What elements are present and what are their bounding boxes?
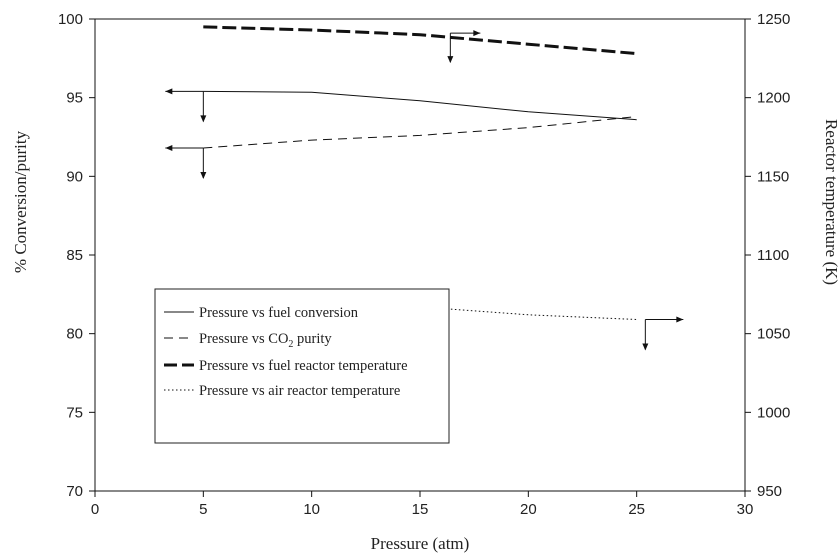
y2-tick-label: 1100 [757,247,789,264]
co2-purity-arrow-drop-head [200,172,207,180]
y-axis-title: % Conversion/purity [11,130,30,273]
legend-label-fuel-conversion: Pressure vs fuel conversion [199,305,359,321]
y2-tick-label: 1250 [757,11,790,28]
x-tick-label: 20 [520,501,537,518]
fuel-conversion-arrow-head [165,88,173,95]
legend-label-co2-main: Pressure vs CO [199,331,288,347]
x-tick-label: 10 [303,501,320,518]
series-line-2 [203,25,637,56]
y-tick-label: 100 [58,11,83,28]
co2-purity-arrow-head [165,145,173,152]
legend-label-co2-subscript: 2 [288,339,293,350]
axes: 0 5 10 15 20 25 30 70 75 80 85 90 95 100 950 1000 1050 11… [58,11,790,518]
y-tick-label: 70 [66,483,83,500]
y-tick-label: 95 [66,90,83,107]
legend-label-co2-purity: Pressure vs CO2 purity [199,331,332,350]
legend-label-co2-tail: purity [293,331,332,347]
y2-tick-label: 1200 [757,90,790,107]
y-tick-label: 90 [66,168,83,185]
air-reactor-temperature-arrow-head [676,316,684,323]
axis-indicator-arrows [165,30,684,351]
y2-axis-title: Reactor temperature (K) [822,119,840,285]
y2-tick-label: 1000 [757,404,790,421]
series-line-0 [203,90,637,121]
series-line-1 [203,116,637,149]
x-tick-label: 5 [199,501,207,518]
legend-label-air-reactor-temperature: Pressure vs air reactor temperature [199,383,400,399]
series-lines [203,25,637,320]
legend-label-fuel-reactor-temperature: Pressure vs fuel reactor temperature [199,358,408,374]
y2-tick-label: 1150 [757,168,789,185]
fuel-conversion-arrow-drop-head [200,115,207,123]
y2-tick-label: 950 [757,483,782,500]
y-tick-label: 85 [66,247,83,264]
fuel-reactor-temperature-arrow-drop-head [447,56,454,64]
x-tick-label: 25 [628,501,645,518]
fuel-reactor-temperature-arrow-head [473,30,481,37]
x-tick-label: 0 [91,501,99,518]
x-axis-title: Pressure (atm) [371,534,470,553]
y-tick-label: 75 [66,404,83,421]
x-tick-label: 15 [412,501,429,518]
legend-box [154,288,450,444]
air-reactor-temperature-arrow-drop-head [642,343,649,351]
legend: Pressure vs fuel conversion Pressure vs … [154,288,450,444]
y-tick-label: 80 [66,326,83,343]
x-tick-label: 30 [737,501,754,518]
y2-tick-label: 1050 [757,326,790,343]
